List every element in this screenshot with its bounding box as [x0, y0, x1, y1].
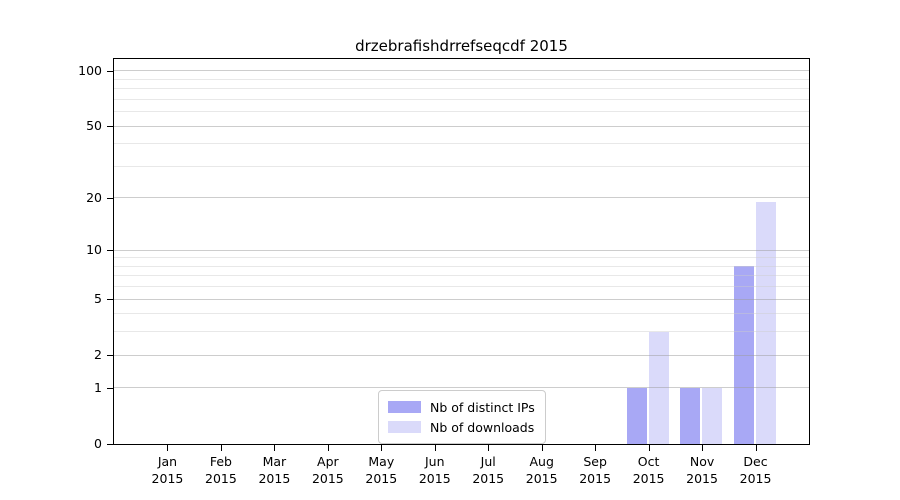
x-tick-label: Sep 2015 [579, 454, 612, 486]
x-tick-mark [274, 445, 276, 451]
x-tick-label: Jun 2015 [418, 454, 451, 486]
legend-item: Nb of downloads [388, 417, 535, 437]
x-tick-label: Nov 2015 [686, 454, 718, 486]
legend-item: Nb of distinct IPs [388, 397, 535, 417]
x-tick-label: Jul 2015 [472, 454, 505, 486]
bar-downloads [755, 201, 776, 444]
bar-distinct-ips [680, 387, 701, 444]
gridline-minor [114, 275, 809, 277]
x-tick-mark [702, 445, 704, 451]
legend-label: Nb of downloads [430, 419, 535, 435]
y-tick-label: 0 [94, 436, 102, 451]
x-tick-label: May 2015 [365, 454, 398, 486]
bar-distinct-ips [626, 387, 647, 444]
x-tick-label: Mar 2015 [258, 454, 291, 486]
y-tick-label: 10 [86, 242, 102, 258]
legend-swatch [388, 421, 421, 433]
legend-label: Nb of distinct IPs [430, 399, 535, 415]
x-tick-mark [167, 445, 169, 451]
gridline-major [114, 387, 809, 389]
gridline-minor [114, 78, 809, 80]
gridline-minor [114, 111, 809, 113]
gridline-minor [114, 286, 809, 288]
gridline-minor [114, 331, 809, 333]
y-tick-label: 20 [86, 189, 102, 205]
x-tick-mark [541, 445, 543, 451]
y-tick-mark [107, 250, 113, 252]
y-tick-label: 50 [86, 118, 102, 134]
x-tick-mark [220, 445, 222, 451]
x-tick-label: Jan 2015 [151, 454, 184, 486]
x-tick-mark [648, 445, 650, 451]
y-tick-mark [107, 126, 113, 128]
legend-swatch [388, 401, 421, 413]
chart-title: drzebrafishdrrefseqcdf 2015 [355, 37, 568, 55]
x-tick-mark [755, 445, 757, 451]
y-tick-label: 2 [94, 347, 102, 363]
plot-area [113, 58, 810, 445]
x-tick-label: Feb 2015 [205, 454, 237, 486]
gridline-minor [114, 165, 809, 167]
gridline-major [114, 197, 809, 199]
y-tick-mark [107, 70, 113, 72]
grid-layer [114, 59, 809, 444]
x-tick-label: Dec 2015 [739, 454, 772, 486]
gridline-minor [114, 257, 809, 259]
gridline-minor [114, 143, 809, 145]
x-tick-label: Aug 2015 [525, 454, 558, 486]
y-tick-mark [107, 444, 113, 445]
gridline-major [114, 125, 809, 127]
y-tick-mark [107, 355, 113, 357]
y-tick-mark [107, 197, 113, 199]
gridline-major [114, 70, 809, 72]
y-tick-mark [107, 299, 113, 301]
gridline-major [114, 249, 809, 251]
y-tick-label: 5 [94, 291, 102, 307]
bar-downloads [702, 387, 723, 444]
x-tick-mark [327, 445, 329, 451]
legend: Nb of distinct IPs Nb of downloads [378, 390, 546, 444]
x-tick-mark [381, 445, 383, 451]
x-tick-label: Oct 2015 [632, 454, 665, 486]
y-tick-label: 100 [78, 62, 102, 78]
y-tick-mark [107, 387, 113, 389]
gridline-minor [114, 265, 809, 267]
y-tick-label: 1 [94, 379, 102, 395]
gridline-major [114, 354, 809, 356]
x-tick-mark [595, 445, 597, 451]
x-tick-mark [488, 445, 490, 451]
gridline-minor [114, 88, 809, 90]
x-tick-mark [434, 445, 436, 451]
x-tick-label: Apr 2015 [311, 454, 344, 486]
gridline-minor [114, 98, 809, 100]
gridline-major [114, 298, 809, 300]
gridline-minor [114, 313, 809, 315]
